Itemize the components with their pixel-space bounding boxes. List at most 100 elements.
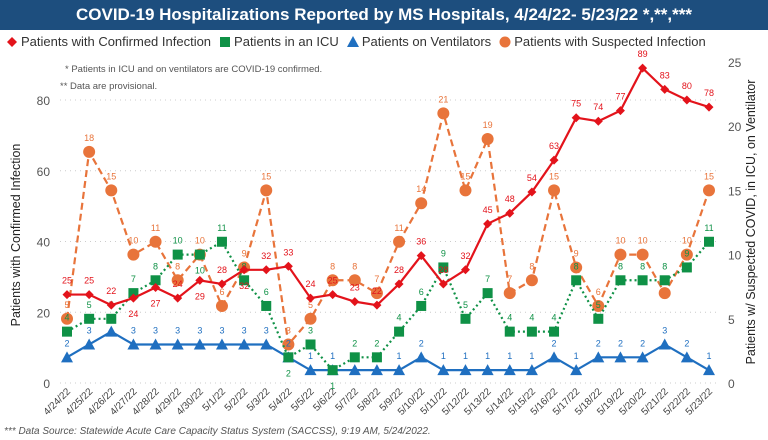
data-point (304, 364, 317, 376)
data-point (283, 352, 294, 363)
data-point (637, 275, 648, 286)
data-point (215, 338, 228, 350)
data-point (660, 84, 670, 94)
data-label: 2 (352, 338, 357, 348)
data-point (393, 235, 406, 248)
data-label: 5 (463, 300, 468, 310)
data-label: 4 (64, 313, 69, 323)
data-label: 6 (219, 287, 224, 297)
data-point (394, 279, 404, 289)
y-axis-title-left: Patients with Confirmed Infection (9, 144, 23, 327)
data-point (151, 282, 161, 292)
data-point (615, 106, 625, 116)
data-label: 2 (596, 338, 601, 348)
data-label: 45 (483, 205, 493, 215)
data-label: 15 (106, 171, 116, 181)
data-label: 8 (330, 261, 335, 271)
data-point (636, 351, 649, 363)
note-provisional: ** Data are provisional. (60, 81, 158, 92)
right-tick-label: 10 (728, 249, 742, 263)
data-label: 32 (239, 281, 249, 291)
data-point (194, 249, 205, 260)
data-label: 6 (419, 287, 424, 297)
data-point (105, 325, 118, 337)
legend-item[interactable]: Patients with Suspected Infection (499, 34, 706, 49)
series-line (66, 240, 710, 372)
data-point (483, 219, 493, 229)
data-label: 2 (64, 338, 69, 348)
legend-item[interactable]: Patients on Ventilators (346, 34, 491, 49)
data-label: 5 (87, 300, 92, 310)
data-point (680, 248, 693, 261)
data-point (62, 290, 72, 300)
data-point (216, 236, 227, 247)
data-point (659, 275, 670, 286)
right-tick-label: 25 (728, 56, 742, 70)
data-label: 1 (507, 351, 512, 361)
data-label: 77 (615, 92, 625, 102)
diamond-marker-icon (7, 36, 17, 47)
data-point (261, 265, 271, 275)
legend-item[interactable]: Patients with Confirmed Infection (6, 34, 211, 49)
data-label: 3 (131, 325, 136, 335)
data-label: 8 (618, 261, 623, 271)
x-tick-label: 5/1/22 (201, 386, 229, 414)
data-point (481, 133, 494, 146)
series-patients-with-confirmed-infection: 25 25 22 24 27 24 29 28 32 32 33 24 25 23 22 28 36 28 32 45… (62, 49, 714, 319)
data-label: 23 (350, 283, 360, 293)
data-label: 48 (505, 194, 515, 204)
x-tick-label: 5/8/22 (356, 386, 384, 414)
series-patients-in-an-icu: 4557810101186231224695744485888911 (62, 223, 714, 391)
data-point (682, 95, 692, 105)
data-label: 10 (128, 236, 138, 246)
data-point (149, 338, 162, 350)
data-label: 7 (485, 274, 490, 284)
data-label: 32 (460, 251, 470, 261)
data-label: 22 (106, 286, 116, 296)
data-label: 25 (84, 276, 94, 286)
data-label: 78 (704, 88, 714, 98)
data-label: 1 (574, 351, 579, 361)
data-point (348, 274, 361, 287)
data-point (504, 326, 515, 337)
data-point (438, 262, 449, 273)
data-point (460, 313, 471, 324)
data-point (172, 249, 183, 260)
data-point (658, 287, 671, 300)
legend-item[interactable]: Patients in an ICU (219, 34, 339, 49)
data-label: 1 (330, 381, 335, 391)
data-label: 1 (529, 351, 534, 361)
data-point (261, 300, 272, 311)
data-label: 27 (151, 298, 161, 308)
data-label: 6 (264, 287, 269, 297)
series-line (65, 109, 711, 348)
data-point (548, 184, 561, 197)
data-label: 1 (706, 351, 711, 361)
data-label: 2 (684, 338, 689, 348)
data-point (437, 364, 450, 376)
data-point (704, 102, 714, 112)
data-label: 83 (660, 70, 670, 80)
footer-source: *** Data Source: Statewide Acute Care Ca… (4, 426, 431, 437)
data-point (193, 338, 206, 350)
data-label: 10 (638, 236, 648, 246)
data-point (128, 288, 139, 299)
data-label: 3 (219, 325, 224, 335)
data-point (525, 274, 538, 287)
data-label: 2 (419, 338, 424, 348)
series-line (66, 330, 710, 372)
data-label: 8 (153, 261, 158, 271)
data-label: 1 (397, 351, 402, 361)
x-tick-label: 5/3/22 (245, 386, 273, 414)
note-icu: * Patients in ICU and on ventilators are… (65, 64, 323, 75)
data-point (61, 351, 73, 363)
x-tick-label: 5/5/22 (289, 386, 317, 414)
data-point (217, 279, 227, 289)
data-label: 74 (593, 102, 603, 112)
data-label: 1 (308, 351, 313, 361)
data-label: 2 (618, 338, 623, 348)
data-label: 7 (374, 274, 379, 284)
data-point (238, 338, 251, 350)
data-label: 11 (394, 223, 403, 233)
